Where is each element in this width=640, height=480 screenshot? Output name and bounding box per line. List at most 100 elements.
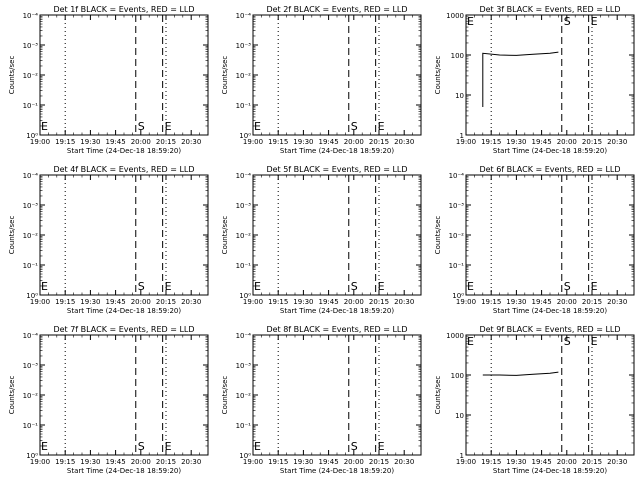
y-axis-label: Counts/sec bbox=[434, 216, 442, 255]
y-tick-label: 10 bbox=[455, 412, 464, 420]
marker-label-s: S bbox=[138, 120, 145, 133]
x-tick-label: 19:00 bbox=[456, 458, 476, 466]
y-tick-label: 10⁰ bbox=[26, 292, 38, 300]
x-axis-label: Start Time (24-Dec-18 18:59:20) bbox=[280, 307, 394, 315]
y-tick-label: 10⁻³ bbox=[236, 42, 252, 50]
x-tick-label: 19:30 bbox=[80, 458, 100, 466]
y-tick-label: 10⁻³ bbox=[236, 362, 252, 370]
x-tick-label: 20:30 bbox=[181, 138, 201, 146]
y-tick-label: 10⁰ bbox=[239, 292, 251, 300]
y-tick-label: 1000 bbox=[446, 12, 464, 20]
x-tick-label: 20:15 bbox=[369, 298, 389, 306]
x-tick-label: 20:00 bbox=[131, 458, 151, 466]
y-tick-label: 10⁻³ bbox=[23, 202, 39, 210]
x-tick-label: 20:00 bbox=[344, 298, 364, 306]
y-tick-label: 10⁻⁴ bbox=[23, 332, 39, 340]
x-axis-label: Start Time (24-Dec-18 18:59:20) bbox=[280, 147, 394, 155]
x-tick-label: 19:45 bbox=[319, 298, 339, 306]
y-tick-label: 10⁻¹ bbox=[449, 262, 465, 270]
x-tick-label: 20:15 bbox=[582, 138, 602, 146]
x-tick-label: 20:00 bbox=[344, 458, 364, 466]
x-tick-label: 20:30 bbox=[394, 458, 414, 466]
y-tick-label: 10⁻⁴ bbox=[236, 12, 252, 20]
x-tick-label: 20:00 bbox=[557, 138, 577, 146]
x-tick-label: 20:00 bbox=[131, 138, 151, 146]
y-tick-label: 10⁻³ bbox=[236, 202, 252, 210]
marker-label-e: E bbox=[165, 120, 172, 133]
x-tick-label: 19:30 bbox=[506, 298, 526, 306]
y-tick-label: 10⁻² bbox=[236, 232, 252, 240]
x-tick-label: 19:00 bbox=[30, 138, 50, 146]
y-axis-label: Counts/sec bbox=[221, 216, 229, 255]
y-tick-label: 10 bbox=[455, 92, 464, 100]
y-tick-label: 10⁻¹ bbox=[23, 262, 39, 270]
chart-title: Det 8f BLACK = Events, RED = LLD bbox=[266, 325, 407, 334]
marker-label-s: S bbox=[138, 440, 145, 453]
x-tick-label: 20:30 bbox=[607, 138, 627, 146]
detector-chart-9: Det 9f BLACK = Events, RED = LLD 1 10 100 10… bbox=[434, 325, 635, 475]
x-tick-label: 19:15 bbox=[268, 138, 288, 146]
y-tick-label: 10⁻¹ bbox=[236, 422, 252, 430]
x-tick-label: 19:45 bbox=[532, 138, 552, 146]
marker-label-e: E bbox=[591, 15, 598, 28]
marker-label-s: S bbox=[138, 280, 145, 293]
chart-title: Det 5f BLACK = Events, RED = LLD bbox=[266, 165, 407, 174]
x-tick-label: 19:30 bbox=[80, 138, 100, 146]
x-tick-label: 20:30 bbox=[394, 138, 414, 146]
detector-chart-7: Det 7f BLACK = Events, RED = LLD 10⁰ 10⁻¹ 1… bbox=[8, 325, 209, 475]
x-tick-label: 19:00 bbox=[243, 138, 263, 146]
chart-title: Det 7f BLACK = Events, RED = LLD bbox=[53, 325, 194, 334]
marker-label-e: E bbox=[41, 280, 48, 293]
marker-label-e: E bbox=[41, 440, 48, 453]
chart-title: Det 3f BLACK = Events, RED = LLD bbox=[479, 5, 620, 14]
x-tick-label: 20:15 bbox=[156, 298, 176, 306]
y-tick-label: 10⁻¹ bbox=[23, 102, 39, 110]
y-axis-label: Counts/sec bbox=[8, 56, 16, 95]
x-tick-label: 19:45 bbox=[532, 458, 552, 466]
x-axis-label: Start Time (24-Dec-18 18:59:20) bbox=[67, 147, 181, 155]
y-tick-label: 10⁻² bbox=[23, 392, 39, 400]
marker-label-e: E bbox=[254, 120, 261, 133]
x-tick-label: 19:00 bbox=[243, 298, 263, 306]
marker-label-e: E bbox=[378, 440, 385, 453]
x-axis-label: Start Time (24-Dec-18 18:59:20) bbox=[67, 467, 181, 475]
chart-title: Det 2f BLACK = Events, RED = LLD bbox=[266, 5, 407, 14]
y-tick-label: 10⁻¹ bbox=[23, 422, 39, 430]
y-axis-label: Counts/sec bbox=[434, 376, 442, 415]
x-tick-label: 19:45 bbox=[319, 458, 339, 466]
x-tick-label: 19:15 bbox=[481, 458, 501, 466]
chart-title: Det 4f BLACK = Events, RED = LLD bbox=[53, 165, 194, 174]
marker-label-e: E bbox=[41, 120, 48, 133]
x-tick-label: 19:45 bbox=[532, 298, 552, 306]
x-tick-label: 20:15 bbox=[156, 138, 176, 146]
series-line-events bbox=[482, 51, 559, 107]
marker-label-e: E bbox=[591, 335, 598, 348]
x-axis-label: Start Time (24-Dec-18 18:59:20) bbox=[280, 467, 394, 475]
x-tick-label: 20:00 bbox=[557, 458, 577, 466]
x-axis-label: Start Time (24-Dec-18 18:59:20) bbox=[493, 307, 607, 315]
y-tick-label: 10⁻² bbox=[449, 232, 465, 240]
x-tick-label: 19:30 bbox=[293, 458, 313, 466]
x-tick-label: 20:30 bbox=[607, 458, 627, 466]
x-tick-label: 20:30 bbox=[607, 298, 627, 306]
y-axis-label: Counts/sec bbox=[434, 56, 442, 95]
y-tick-label: 10⁰ bbox=[239, 452, 251, 460]
x-tick-label: 19:15 bbox=[55, 298, 75, 306]
x-tick-label: 20:00 bbox=[344, 138, 364, 146]
y-tick-label: 10⁻³ bbox=[23, 362, 39, 370]
x-tick-label: 19:00 bbox=[30, 458, 50, 466]
x-tick-label: 20:30 bbox=[181, 458, 201, 466]
x-tick-label: 20:30 bbox=[394, 298, 414, 306]
x-axis-label: Start Time (24-Dec-18 18:59:20) bbox=[67, 307, 181, 315]
x-tick-label: 19:45 bbox=[106, 138, 126, 146]
x-tick-label: 19:00 bbox=[30, 298, 50, 306]
x-tick-label: 20:15 bbox=[582, 458, 602, 466]
x-tick-label: 20:30 bbox=[181, 298, 201, 306]
y-axis-label: Counts/sec bbox=[221, 56, 229, 95]
marker-label-s: S bbox=[351, 280, 358, 293]
x-tick-label: 19:45 bbox=[106, 298, 126, 306]
y-tick-label: 10⁰ bbox=[26, 132, 38, 140]
marker-label-e: E bbox=[378, 280, 385, 293]
y-tick-label: 10⁰ bbox=[452, 292, 464, 300]
